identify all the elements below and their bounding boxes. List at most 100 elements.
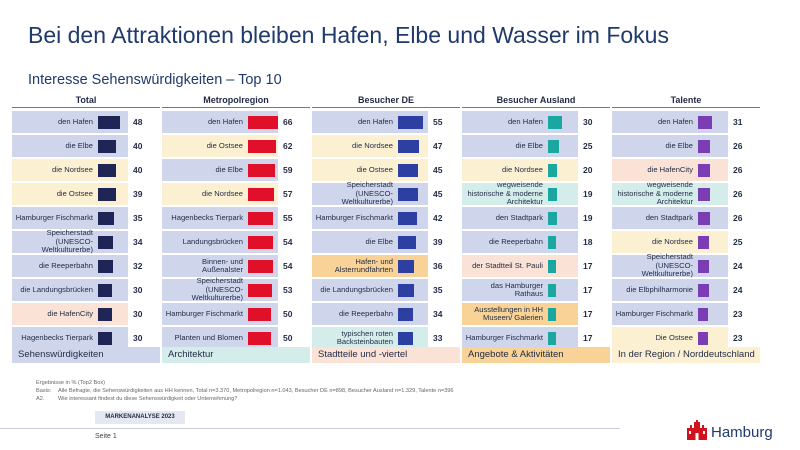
chart-row: die Landungsbrücken 30 (12, 278, 160, 302)
chart-row: Die Ostsee 23 (612, 326, 760, 350)
bar (548, 188, 557, 201)
legend-item: Architektur (162, 347, 310, 363)
bar-label: das Hamburger Rathaus (490, 280, 543, 298)
bar-value: 45 (433, 165, 443, 175)
chart-row: die Ostsee 39 (12, 182, 160, 206)
bar-label: die Landungsbrücken (320, 284, 393, 294)
footnote-unit: Ergebnisse in % (Top2 Box) (36, 380, 106, 386)
chart-row: Hagenbecks Tierpark 55 (162, 206, 310, 230)
bar (698, 260, 709, 273)
bar-value: 35 (133, 213, 143, 223)
bar-value: 19 (583, 189, 593, 199)
bar-value: 34 (133, 237, 143, 247)
bar (548, 164, 557, 177)
footer-divider (0, 428, 620, 429)
chart-row: die Reeperbahn 34 (312, 302, 460, 326)
bar-label: Die Ostsee (655, 332, 693, 342)
bar-label: Speicherstadt (UNESCO-Weltkulturerbe) (191, 276, 243, 303)
bar-value: 30 (133, 333, 143, 343)
bar-value: 50 (283, 309, 293, 319)
bar (248, 164, 275, 177)
bar-value: 45 (433, 189, 443, 199)
bar-label: Hamburger Fischmarkt (315, 212, 393, 222)
bar-value: 59 (283, 165, 293, 175)
bar (398, 308, 413, 321)
bar-label: wegweisende historische & moderne Archit… (617, 180, 693, 207)
chart-row: die Nordsee 47 (312, 134, 460, 158)
panel-1: Metropolregion den Hafen 66 die Ostsee 62 die… (162, 94, 310, 349)
bar-label: die Ostsee (56, 188, 93, 198)
bar (698, 308, 708, 321)
bar-label: Hamburger Fischmarkt (165, 308, 243, 318)
brand-label: MARKENANALYSE 2023 (95, 411, 185, 424)
bar-label: den Hafen (657, 116, 693, 126)
bar-label: die Reeperbahn (488, 236, 543, 246)
legend-item: In der Region / Norddeutschland (612, 347, 760, 363)
bar (98, 260, 113, 273)
chart-subtitle: Interesse Sehenswürdigkeiten – Top 10 (28, 72, 282, 88)
bar-label: Ausstellungen in HH Museen/ Galerien (474, 304, 543, 322)
bar (698, 164, 710, 177)
chart-row: Landungsbrücken 54 (162, 230, 310, 254)
panel-heading: Besucher DE (312, 94, 460, 108)
bar-value: 32 (133, 261, 143, 271)
bar-label: Hamburger Fischmarkt (465, 332, 543, 342)
bar (248, 140, 276, 153)
chart-row: die Nordsee 40 (12, 158, 160, 182)
chart-row: die HafenCity 30 (12, 302, 160, 326)
chart-row: Hagenbecks Tierpark 30 (12, 326, 160, 350)
bar-label: die Elbe (65, 140, 93, 150)
bar (548, 212, 557, 225)
bar (98, 212, 114, 225)
chart-row: die Elbe 40 (12, 134, 160, 158)
panel-heading: Metropolregion (162, 94, 310, 108)
bar-value: 57 (283, 189, 293, 199)
bar-label: die HafenCity (647, 164, 693, 174)
bar-label: Hamburger Fischmarkt (15, 212, 93, 222)
bar-value: 55 (433, 117, 443, 127)
chart-row: die Elbe 59 (162, 158, 310, 182)
bar-label: die Nordsee (52, 164, 93, 174)
panel-2: Besucher DE den Hafen 55 die Nordsee 47 die O… (312, 94, 460, 349)
bar-label: Landungsbrücken (182, 236, 243, 246)
bar-label: die Nordsee (352, 140, 393, 150)
bar-label: Hamburger Fischmarkt (615, 308, 693, 318)
footnote-basis-key: Basis: (36, 388, 52, 394)
bar (398, 260, 414, 273)
bar (398, 212, 417, 225)
bar (248, 284, 272, 297)
bar-label: Hagenbecks Tierpark (21, 332, 93, 342)
bar-value: 26 (733, 189, 743, 199)
bar-label: den Hafen (507, 116, 543, 126)
chart-row: die Elbe 25 (462, 134, 610, 158)
chart-row: Hamburger Fischmarkt 17 (462, 326, 610, 350)
bar-value: 54 (283, 237, 293, 247)
panel-heading: Besucher Ausland (462, 94, 610, 108)
logo-text: Hamburg (711, 424, 773, 441)
bar-label: den Hafen (357, 116, 393, 126)
bar-value: 17 (583, 285, 593, 295)
panel-heading: Total (12, 94, 160, 108)
chart-row: die Reeperbahn 18 (462, 230, 610, 254)
chart-row: Planten und Blomen 50 (162, 326, 310, 350)
bar-value: 26 (733, 165, 743, 175)
chart-row: die Nordsee 20 (462, 158, 610, 182)
footnote-question: A2. Wie interessant findest du diese Sehe… (36, 396, 237, 402)
chart-row: Hafen- und Alsterrundfahrten 36 (312, 254, 460, 278)
bar-label: den Hafen (57, 116, 93, 126)
chart-row: Ausstellungen in HH Museen/ Galerien 17 (462, 302, 610, 326)
bar-value: 18 (583, 237, 593, 247)
chart-row: Speicherstadt (UNESCO-Weltkulturerbe) 45 (312, 181, 460, 206)
bar-label: die Elbe (365, 236, 393, 246)
bar-label: der Stadtteil St. Pauli (472, 260, 543, 270)
bar-label: Speicherstadt (UNESCO-Weltkulturerbe) (41, 228, 93, 255)
panel-0: Total den Hafen 48 die Elbe 40 die Nordsee 40 d… (12, 94, 160, 349)
bar-value: 30 (133, 285, 143, 295)
bar (398, 284, 414, 297)
bar-value: 39 (433, 237, 443, 247)
bar (398, 116, 423, 129)
bar-label: den Hafen (207, 116, 243, 126)
hamburg-logo: Hamburg (685, 416, 785, 444)
bar (98, 332, 112, 345)
bar-value: 33 (433, 333, 443, 343)
